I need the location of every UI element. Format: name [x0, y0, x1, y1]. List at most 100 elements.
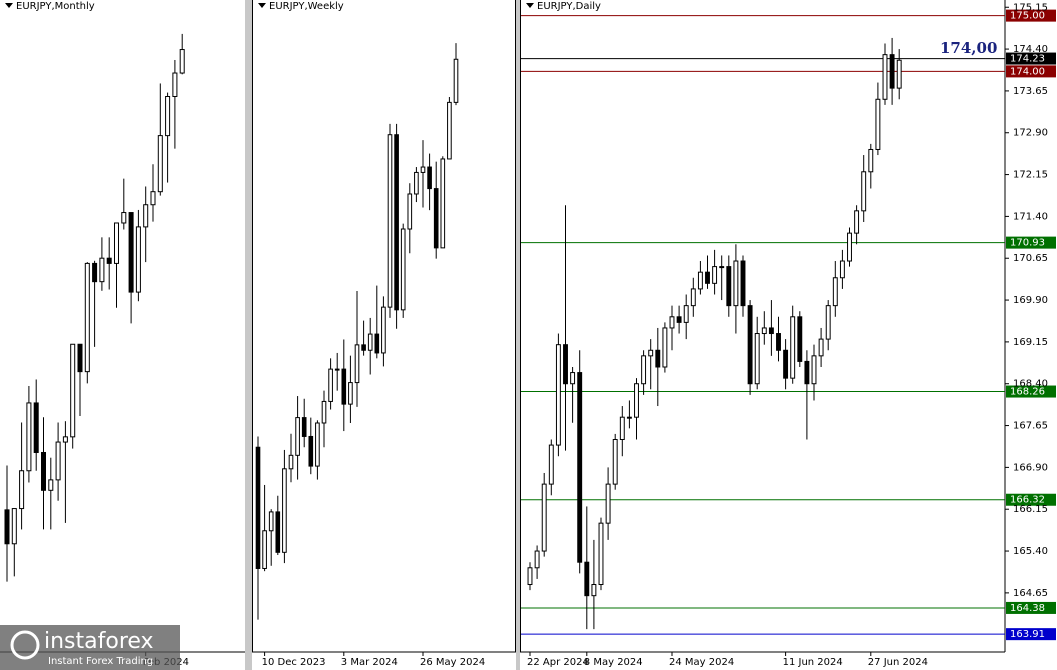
- level-label: 166.32: [1010, 495, 1045, 506]
- candle-body: [832, 277, 838, 307]
- candle-body: [776, 333, 781, 351]
- watermark-logo: [10, 630, 40, 660]
- candle-body: [26, 402, 32, 472]
- candle-body: [726, 266, 732, 307]
- level-label-bg: [1006, 628, 1056, 641]
- level-label-bg: [1006, 9, 1056, 22]
- candle-body: [761, 327, 767, 335]
- candle-body: [157, 135, 163, 193]
- candle-body: [584, 561, 590, 597]
- candle-body: [295, 417, 300, 456]
- candle-body: [334, 368, 340, 371]
- x-tick-label: 3 Mar 2024: [341, 657, 398, 668]
- candle-body: [861, 171, 867, 212]
- level-label-bg: [1006, 385, 1056, 398]
- candle-body: [400, 228, 406, 311]
- candle-body: [669, 316, 675, 329]
- y-tick-label: 169.15: [1013, 337, 1048, 348]
- candle-body: [754, 333, 760, 385]
- level-label: 170.93: [1010, 238, 1045, 249]
- level-label: 174.23: [1010, 54, 1045, 65]
- pane-title: EURJPY,Monthly: [16, 1, 95, 12]
- candle-body: [282, 468, 287, 553]
- watermark: instaforex Instant Forex Trading: [0, 625, 180, 670]
- candle-body: [33, 402, 39, 453]
- candle-body: [875, 98, 881, 150]
- y-tick-label: 166.90: [1013, 462, 1048, 473]
- candle-body: [308, 435, 314, 467]
- candle-body: [62, 436, 68, 443]
- pane-title: EURJPY,Weekly: [269, 1, 344, 12]
- watermark-brand: instaforex: [44, 629, 154, 654]
- candle-body: [676, 316, 682, 323]
- candle-body: [262, 530, 267, 569]
- candle-body: [712, 266, 718, 284]
- candle-body: [48, 479, 54, 491]
- level-label: 168.26: [1010, 387, 1045, 398]
- candle-body: [626, 416, 632, 419]
- level-label: 164.38: [1010, 603, 1045, 614]
- candle-body: [797, 316, 803, 362]
- candle-body: [655, 349, 661, 368]
- candle-body: [354, 344, 360, 384]
- candle-body: [301, 417, 307, 437]
- pane-separator: [245, 0, 252, 670]
- candle-body: [321, 400, 327, 424]
- candle-body: [825, 305, 831, 340]
- candle-body: [740, 260, 746, 307]
- candle-body: [106, 257, 112, 264]
- x-tick-label: 11 Jun 2024: [783, 657, 843, 668]
- candle-body: [315, 422, 320, 467]
- y-tick-label: 168.40: [1013, 379, 1048, 390]
- candle-body: [268, 511, 274, 532]
- candle-body: [634, 383, 639, 418]
- candle-body: [275, 511, 281, 553]
- y-tick-label: 164.65: [1013, 588, 1048, 599]
- candle-body: [534, 550, 540, 569]
- candle-body: [11, 508, 17, 545]
- candle-body: [40, 451, 47, 491]
- candle-body: [55, 441, 61, 481]
- candle-body: [598, 522, 604, 586]
- y-tick-label: 169.90: [1013, 295, 1048, 306]
- candle-body: [733, 260, 739, 307]
- candle-body: [447, 101, 452, 160]
- candle-body: [683, 305, 689, 323]
- candle-body: [612, 439, 618, 485]
- level-label-bg: [1006, 601, 1056, 614]
- candle-body: [641, 355, 647, 385]
- level-label-bg: [1006, 65, 1056, 78]
- candle-body: [868, 148, 874, 173]
- level-label-bg: [1006, 493, 1056, 506]
- y-tick-label: 174.40: [1013, 44, 1048, 55]
- title-marker: [5, 3, 13, 8]
- candle-body: [374, 333, 380, 354]
- candle-body: [341, 368, 347, 405]
- candle-body: [882, 54, 888, 100]
- candle-body: [4, 509, 10, 545]
- y-tick-label: 170.65: [1013, 253, 1048, 264]
- y-tick-label: 173.65: [1013, 86, 1048, 97]
- candle-body: [889, 54, 895, 89]
- candle-body: [121, 212, 127, 224]
- candle-body: [839, 260, 845, 279]
- candle-body: [570, 372, 576, 385]
- candle-body: [414, 171, 419, 195]
- candle-body: [255, 446, 261, 569]
- candle-body: [77, 343, 83, 373]
- x-tick-label: 22 Apr 2024: [527, 657, 589, 668]
- candle-body: [768, 327, 774, 335]
- candle-body: [548, 444, 554, 485]
- title-marker: [258, 3, 266, 8]
- x-tick-label: 8 May 2024: [584, 657, 643, 668]
- watermark-tagline: Instant Forex Trading: [48, 656, 153, 667]
- candle-body: [818, 338, 824, 357]
- candle-body: [179, 49, 185, 74]
- candle-body: [387, 134, 393, 308]
- y-tick-label: 166.15: [1013, 504, 1048, 515]
- candle-body: [896, 59, 902, 89]
- candle-body: [433, 188, 439, 249]
- candle-body: [662, 327, 668, 368]
- y-tick-label: 172.15: [1013, 170, 1048, 181]
